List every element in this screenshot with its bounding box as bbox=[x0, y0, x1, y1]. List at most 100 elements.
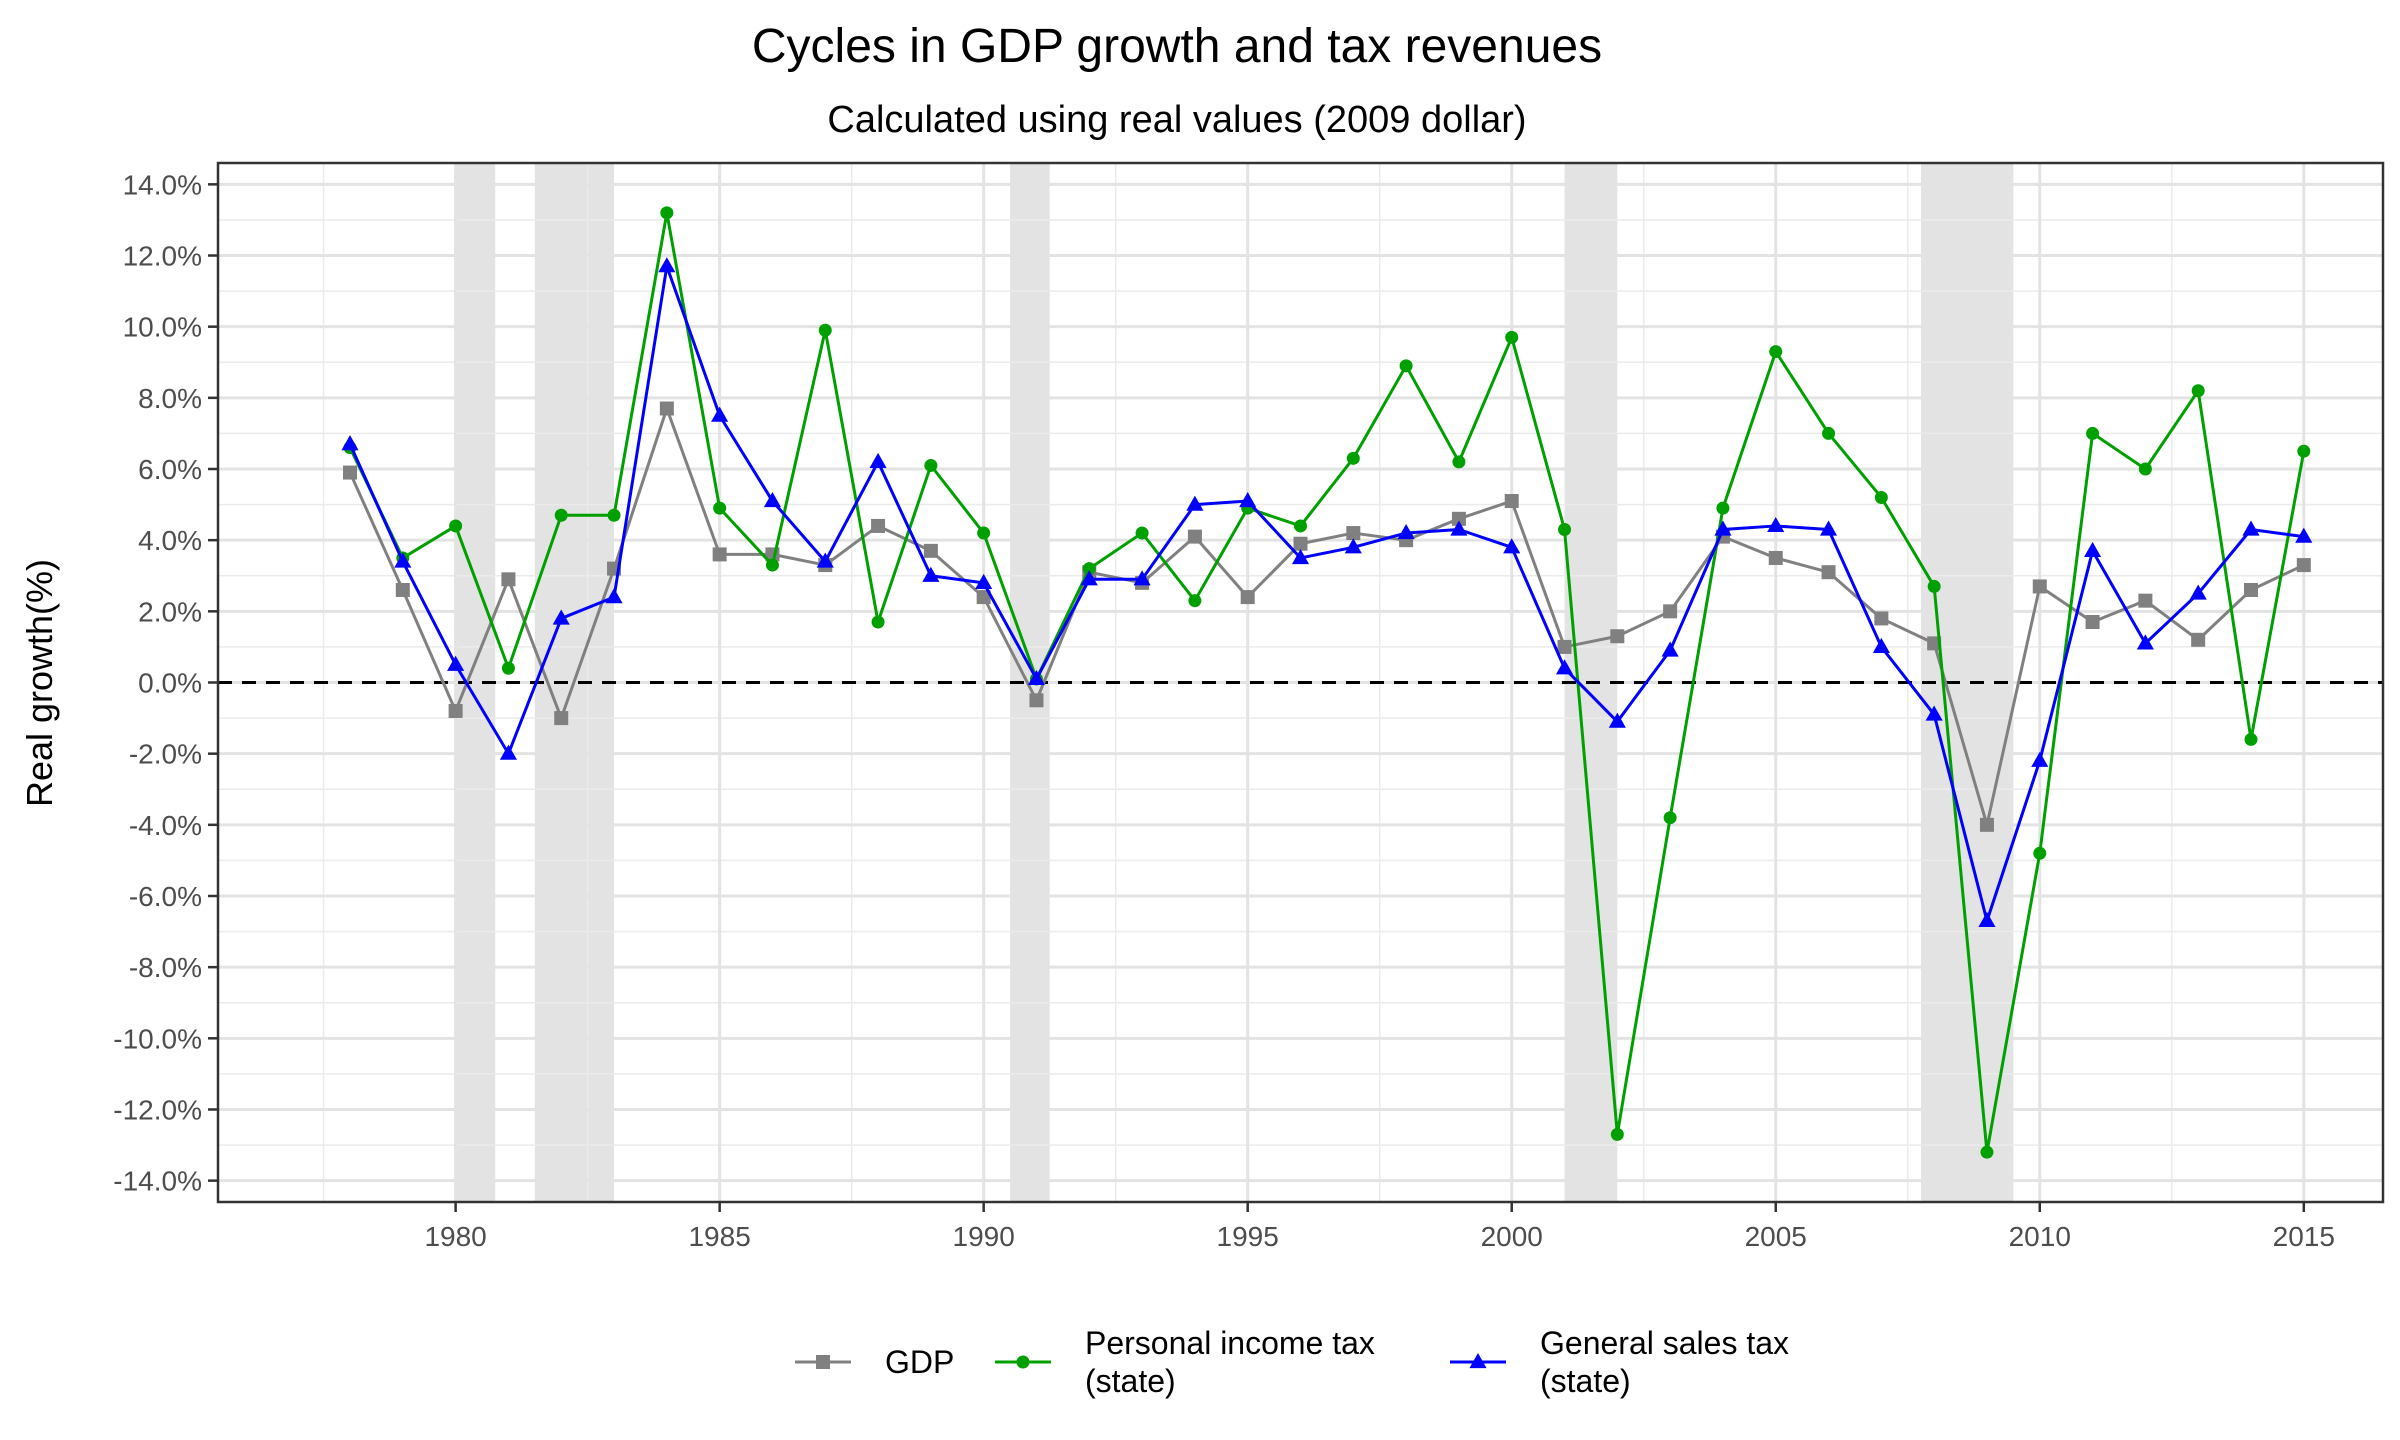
x-tick-label-6: 2010 bbox=[2009, 1221, 2071, 1252]
series-1-point-33 bbox=[2086, 426, 2100, 440]
series-0-point-28 bbox=[1821, 565, 1836, 580]
y-tick-label-7: 0.0% bbox=[138, 668, 202, 699]
series-2-point-28 bbox=[1819, 520, 1838, 536]
chart-title: Cycles in GDP growth and tax revenues bbox=[752, 20, 1602, 73]
y-tick-label-5: -4.0% bbox=[129, 810, 202, 841]
legend: GDP Personal income tax (state) General sal… bbox=[795, 1325, 1789, 1399]
series-layer bbox=[341, 206, 2313, 1159]
series-1-point-10 bbox=[871, 615, 885, 629]
series-2-point-2 bbox=[447, 655, 465, 671]
series-2-point-24 bbox=[1608, 712, 1626, 728]
series-0-point-17 bbox=[1240, 590, 1255, 605]
series-1-point-7 bbox=[713, 501, 727, 515]
series-1-point-28 bbox=[1822, 426, 1836, 440]
y-tick-label-2: -10.0% bbox=[113, 1023, 202, 1054]
series-1-point-15 bbox=[1135, 526, 1149, 540]
series-0-point-22 bbox=[1504, 494, 1519, 509]
series-1-point-14 bbox=[1082, 562, 1096, 576]
series-1-point-11 bbox=[924, 458, 938, 472]
y-tick-label-11: 8.0% bbox=[138, 383, 202, 414]
series-0-point-21 bbox=[1451, 511, 1466, 526]
series-2-point-16 bbox=[1186, 495, 1204, 511]
series-1-point-6 bbox=[660, 206, 674, 220]
series-1-point-31 bbox=[1980, 1145, 1994, 1159]
series-1-point-29 bbox=[1874, 490, 1888, 504]
series-1-point-9 bbox=[818, 323, 832, 337]
series-1-point-35 bbox=[2191, 384, 2205, 398]
legend-label-0: GDP bbox=[885, 1344, 954, 1380]
series-2-point-19 bbox=[1344, 538, 1362, 554]
y-tick-label-1: -12.0% bbox=[113, 1094, 202, 1125]
series-2-point-33 bbox=[2084, 541, 2102, 557]
series-2-point-20 bbox=[1397, 524, 1415, 540]
series-0-point-37 bbox=[2296, 558, 2311, 573]
y-tick-label-12: 10.0% bbox=[123, 312, 202, 343]
y-tick-label-4: -6.0% bbox=[129, 881, 202, 912]
series-0-point-10 bbox=[871, 518, 886, 533]
y-tick-label-14: 14.0% bbox=[123, 169, 202, 200]
legend-item-2: General sales tax (state) bbox=[1450, 1325, 1789, 1399]
series-0-point-12 bbox=[976, 590, 991, 605]
legend-key-marker-0 bbox=[816, 1355, 830, 1369]
series-2-point-32 bbox=[2031, 751, 2049, 767]
series-1-line bbox=[348, 211, 2306, 1154]
x-axis: 1980 1985 1990 1995 2000 2005 2010 2015 bbox=[424, 1202, 2335, 1252]
legend-item-0: GDP bbox=[795, 1344, 954, 1380]
legend-label-1: Personal income tax (state) bbox=[1085, 1325, 1375, 1399]
series-2-point-3 bbox=[499, 744, 517, 760]
series-1-point-3 bbox=[501, 661, 515, 675]
y-tick-label-6: -2.0% bbox=[129, 739, 202, 770]
y-axis-label: Real growth(%) bbox=[19, 559, 60, 807]
series-0-point-18 bbox=[1293, 536, 1308, 551]
series-2-point-17 bbox=[1239, 492, 1257, 508]
x-tick-label-1: 1985 bbox=[688, 1221, 750, 1252]
y-axis: -14.0% -12.0% -10.0% -8.0% -6.0% -4.0% -2.0% 0.… bbox=[113, 169, 218, 1197]
series-0-point-0 bbox=[343, 465, 358, 480]
series-0 bbox=[343, 401, 2311, 832]
y-tick-label-10: 6.0% bbox=[138, 454, 202, 485]
series-2-point-12 bbox=[975, 573, 993, 589]
series-2-point-25 bbox=[1661, 641, 1679, 657]
series-1-point-36 bbox=[2244, 732, 2258, 746]
series-2-point-30 bbox=[1925, 705, 1943, 721]
series-2-point-7 bbox=[711, 406, 729, 422]
series-0-point-25 bbox=[1663, 604, 1678, 619]
series-0-point-27 bbox=[1768, 550, 1783, 565]
y-tick-label-8: 2.0% bbox=[138, 596, 202, 627]
series-0-point-29 bbox=[1874, 611, 1889, 626]
series-1-point-2 bbox=[449, 519, 463, 533]
series-2-line bbox=[348, 264, 2304, 923]
series-2-point-1 bbox=[394, 552, 412, 568]
series-1-point-22 bbox=[1505, 330, 1519, 344]
series-1-point-26 bbox=[1716, 501, 1730, 515]
series-2-point-5 bbox=[605, 588, 623, 604]
series-2-point-36 bbox=[2242, 520, 2260, 536]
legend-key-marker-2 bbox=[1469, 1353, 1487, 1369]
x-tick-label-2: 1990 bbox=[953, 1221, 1015, 1252]
series-2-point-21 bbox=[1450, 520, 1468, 536]
series-1-point-21 bbox=[1452, 455, 1466, 469]
series-2-point-6 bbox=[658, 257, 676, 273]
series-1-point-34 bbox=[2138, 462, 2152, 476]
series-1 bbox=[343, 206, 2311, 1159]
series-0-point-19 bbox=[1346, 526, 1361, 541]
series-0-point-34 bbox=[2138, 593, 2153, 608]
series-0-point-32 bbox=[2032, 579, 2047, 594]
series-1-point-25 bbox=[1663, 811, 1677, 825]
x-tick-label-4: 2000 bbox=[1481, 1221, 1543, 1252]
series-1-point-27 bbox=[1769, 345, 1783, 359]
series-2 bbox=[341, 257, 2313, 928]
series-2-point-23 bbox=[1555, 659, 1574, 675]
series-2-point-26 bbox=[1714, 520, 1732, 536]
series-1-point-5 bbox=[607, 508, 621, 522]
series-1-point-8 bbox=[765, 558, 779, 572]
series-2-point-34 bbox=[2136, 634, 2154, 650]
series-1-point-16 bbox=[1188, 594, 1202, 608]
y-tick-label-9: 4.0% bbox=[138, 525, 202, 556]
x-tick-label-3: 1995 bbox=[1217, 1221, 1279, 1252]
legend-label-2: General sales tax (state) bbox=[1540, 1325, 1789, 1399]
series-0-line bbox=[348, 407, 2305, 827]
series-0-point-11 bbox=[923, 543, 938, 558]
series-2-point-18 bbox=[1291, 548, 1310, 565]
